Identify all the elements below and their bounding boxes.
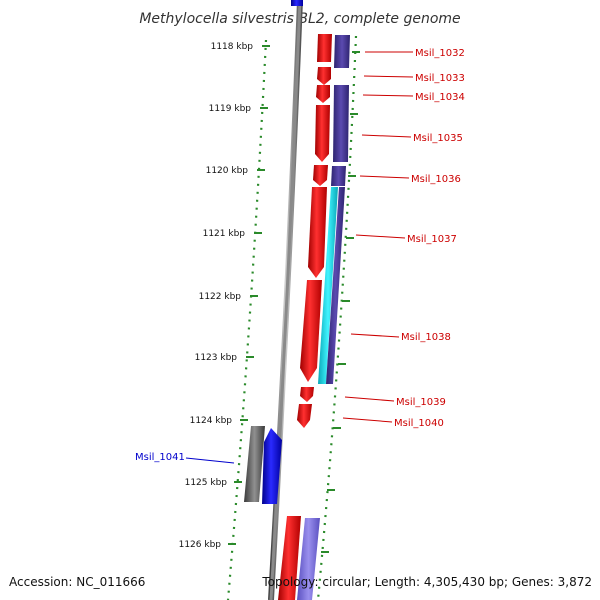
other-feature[interactable] — [244, 426, 265, 502]
gene-label-msil-1033[interactable]: Msil_1033 — [415, 73, 465, 84]
plus-strand-genes — [278, 34, 332, 600]
ruler-ticks — [228, 45, 270, 545]
accession-text: Accession: NC_011666 — [9, 575, 145, 589]
highlight-feature[interactable] — [318, 187, 338, 384]
label-leaders — [185, 51, 414, 464]
ruler-labels: 1118 kbp 1119 kbp 1120 kbp 1121 kbp 1122… — [179, 42, 254, 550]
minus-strand-genes — [262, 428, 282, 504]
gene-arrow-msil-1035[interactable] — [315, 105, 330, 162]
gene-label-msil-1036[interactable]: Msil_1036 — [411, 174, 461, 185]
gene-arrow-msil-1036[interactable] — [313, 165, 328, 186]
gene-label-msil-1037[interactable]: Msil_1037 — [407, 234, 457, 245]
genome-summary-text: Topology: circular; Length: 4,305,430 bp… — [261, 575, 592, 589]
gene-arrow[interactable] — [278, 516, 301, 600]
cds-feature[interactable] — [326, 187, 345, 384]
minus-gene-block — [291, 0, 303, 6]
ruler-label: 1126 kbp — [179, 540, 222, 550]
dotted-rings — [226, 35, 358, 600]
gene-arrow-msil-1032[interactable] — [317, 34, 332, 62]
cds-feature[interactable] — [334, 35, 350, 68]
ruler-label: 1124 kbp — [190, 416, 233, 426]
ruler-label: 1125 kbp — [185, 478, 228, 488]
gene-label-msil-1032[interactable]: Msil_1032 — [415, 48, 465, 59]
gene-labels: Msil_1032 Msil_1033 Msil_1034 Msil_1035 … — [135, 48, 465, 463]
cds-feature[interactable] — [297, 518, 320, 600]
gene-arrow-msil-1037[interactable] — [308, 187, 327, 278]
feature-tracks — [244, 35, 350, 600]
gene-arrow-msil-1041[interactable] — [262, 428, 282, 504]
gene-arrow-msil-1040[interactable] — [297, 404, 312, 428]
cds-feature[interactable] — [331, 166, 346, 186]
ruler-label: 1123 kbp — [195, 353, 238, 363]
ruler-label: 1121 kbp — [203, 229, 246, 239]
gene-label-msil-1039[interactable]: Msil_1039 — [396, 397, 446, 408]
ruler-label: 1120 kbp — [206, 166, 249, 176]
ruler-label: 1122 kbp — [199, 292, 242, 302]
gene-arrow-msil-1038[interactable] — [300, 280, 322, 382]
gene-label-msil-1041[interactable]: Msil_1041 — [135, 452, 185, 463]
gene-label-msil-1035[interactable]: Msil_1035 — [413, 133, 463, 144]
gene-arrow-msil-1033[interactable] — [317, 67, 331, 85]
ruler-label: 1119 kbp — [209, 104, 252, 114]
genome-backbone — [268, 0, 303, 600]
outer-ring-ticks — [321, 51, 360, 553]
cds-feature[interactable] — [333, 85, 349, 162]
gene-label-msil-1038[interactable]: Msil_1038 — [401, 332, 451, 343]
gene-arrow-msil-1039[interactable] — [300, 387, 314, 402]
gene-arrow-msil-1034[interactable] — [316, 85, 330, 103]
gene-label-msil-1034[interactable]: Msil_1034 — [415, 92, 465, 103]
gene-label-msil-1040[interactable]: Msil_1040 — [394, 418, 444, 429]
ruler-label: 1118 kbp — [211, 42, 254, 52]
